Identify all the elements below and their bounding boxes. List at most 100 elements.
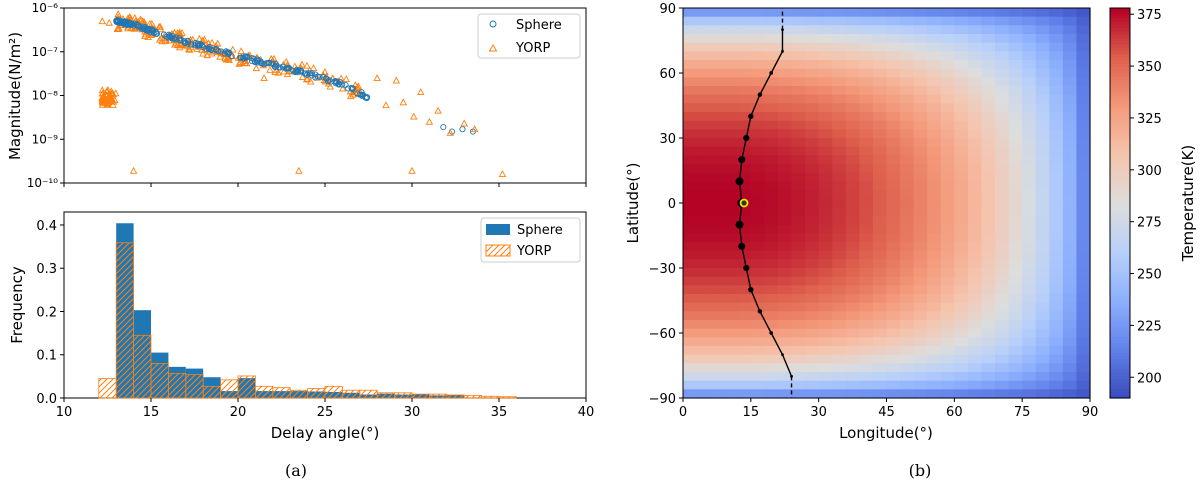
heatmap-cell [940, 311, 955, 321]
heatmap-cell [1035, 337, 1050, 347]
yorp-point [199, 49, 207, 57]
yorp-point [104, 93, 113, 101]
heatmap-cell [750, 51, 765, 61]
heatmap-cell [859, 328, 874, 338]
yorp-point [98, 100, 107, 108]
heatmap-cell [900, 328, 915, 338]
heatmap-cell [845, 311, 860, 321]
heatmap-cell [845, 259, 860, 269]
heatmap-cell [791, 337, 806, 347]
heatmap-cell [900, 103, 915, 113]
heatmap-cell [683, 155, 698, 165]
heatmap-cell [832, 77, 847, 87]
heatmap-cell [683, 389, 698, 399]
heatmap-cell [859, 346, 874, 356]
heatmap-cell [818, 51, 833, 61]
heatmap-cell [1035, 172, 1050, 182]
heatmap-y-tick-label: −90 [649, 392, 676, 407]
heatmap-cell [954, 42, 969, 52]
sphere-point [332, 80, 339, 87]
heatmap-cell [995, 60, 1010, 70]
heatmap-cell [1076, 320, 1091, 330]
yorp-point [498, 170, 507, 178]
heatmap-cell [967, 337, 983, 347]
colorbar-segment [1110, 99, 1130, 103]
heatmap-cell [913, 94, 928, 104]
heatmap-cell [995, 242, 1010, 252]
heatmap-cell [967, 207, 983, 217]
heatmap-cell [832, 380, 847, 390]
heatmap-cell [710, 216, 725, 226]
heatmap-cell [995, 34, 1010, 44]
heatmap-cell [913, 311, 928, 321]
heatmap-cell [710, 129, 725, 139]
heatmap-cell [1008, 380, 1023, 390]
heatmap-cell [764, 77, 779, 87]
heatmap-cell [967, 138, 983, 148]
heatmap-cell [737, 268, 752, 278]
heatmap-cell [845, 216, 860, 226]
heatmap-cell [995, 276, 1010, 286]
heatmap-cell [818, 60, 833, 70]
heatmap-cell [1008, 112, 1023, 122]
heatmap-cell [696, 146, 711, 156]
sphere-point [165, 31, 172, 38]
heatmap-cell [927, 129, 942, 139]
yorp-point [98, 17, 107, 25]
heatmap-cell [913, 285, 928, 295]
heatmap-cell [818, 181, 833, 191]
heatmap-cell [981, 268, 996, 278]
heatmap-cell [927, 138, 942, 148]
heatmap-cell [764, 60, 779, 70]
heatmap-cell [886, 51, 901, 61]
heatmap-cell [1035, 42, 1050, 52]
heatmap-cell [981, 112, 996, 122]
heatmap-cell [995, 294, 1010, 304]
heatmap-cell [1076, 337, 1091, 347]
heatmap-cell [777, 268, 793, 278]
heatmap-cell [737, 276, 752, 286]
heatmap-cell [764, 120, 779, 130]
heatmap-cell [750, 164, 765, 174]
colorbar-segment [1110, 34, 1130, 38]
heatmap-cell [927, 86, 942, 96]
heatmap-cell [859, 380, 874, 390]
sphere-point [145, 26, 152, 33]
heatmap-cell [981, 207, 996, 217]
heatmap-cell [954, 146, 969, 156]
heatmap-cell [750, 120, 765, 130]
heatmap-cell [940, 42, 955, 52]
heatmap-cell [995, 16, 1010, 26]
heatmap-cell [913, 216, 928, 226]
sphere-point [285, 64, 293, 71]
heatmap-cell [723, 224, 738, 234]
heatmap-cell [683, 233, 698, 243]
heatmap-cell [845, 207, 860, 217]
heatmap-cell [832, 276, 847, 286]
heatmap-cell [1076, 77, 1091, 87]
colorbar-segment [1110, 82, 1130, 87]
heatmap-cell [764, 346, 779, 356]
heatmap-cell [1076, 389, 1091, 399]
heatmap-cell [791, 181, 806, 191]
heatmap-cell [791, 198, 806, 208]
heatmap-cell [710, 363, 725, 373]
heatmap-cell [995, 51, 1010, 61]
heatmap-cell [764, 242, 779, 252]
heatmap-cell [683, 337, 698, 347]
heatmap-cell [777, 94, 793, 104]
heatmap-cell [723, 259, 738, 269]
heatmap-cell [1076, 363, 1091, 373]
heatmap-cell [832, 103, 847, 113]
heatmap-cell [818, 94, 833, 104]
heatmap-cell [1049, 42, 1064, 52]
heatmap-cell [886, 285, 901, 295]
heatmap-cell [710, 51, 725, 61]
heatmap-cell [777, 68, 793, 78]
heatmap-cell [872, 103, 888, 113]
heatmap-cell [710, 372, 725, 382]
heatmap-cell [845, 346, 860, 356]
heatmap-cell [696, 94, 711, 104]
heatmap-cell [723, 146, 738, 156]
heatmap-cell [791, 285, 806, 295]
